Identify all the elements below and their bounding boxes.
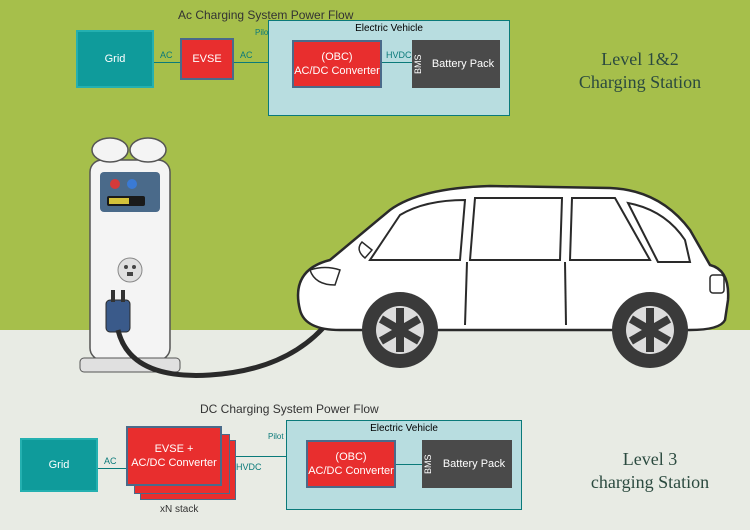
ev-car-icon xyxy=(270,170,740,390)
dc-evse-block: EVSE + AC/DC Converter xyxy=(126,426,222,486)
dc-grid-label: Grid xyxy=(49,458,70,472)
dc-battery-block: Battery Pack xyxy=(436,440,512,488)
level12-title-line1: Level 1&2 xyxy=(550,48,730,71)
dc-diagram-title: DC Charging System Power Flow xyxy=(200,402,379,416)
ac-obc-line1: (OBC) xyxy=(321,50,352,64)
dc-link-hvdc: HVDC xyxy=(236,462,262,472)
ac-line2 xyxy=(234,62,268,63)
ac-obc-block: (OBC) AC/DC Converter xyxy=(292,40,382,88)
dc-bms-label: BMS xyxy=(423,454,435,474)
ac-line3 xyxy=(382,62,412,63)
dc-link-ac: AC xyxy=(104,456,117,466)
ac-battery-block: Battery Pack xyxy=(426,40,500,88)
ac-bms-label: BMS xyxy=(413,54,425,74)
level3-title-line1: Level 3 xyxy=(560,448,740,471)
ac-evse-label: EVSE xyxy=(192,52,221,66)
level3-title-line2: charging Station xyxy=(560,471,740,494)
ac-link-ac1: AC xyxy=(160,50,173,60)
dc-bms-block: BMS xyxy=(422,440,436,488)
dc-grid-block: Grid xyxy=(20,438,98,492)
dc-obc-line2: AC/DC Converter xyxy=(308,464,394,478)
level12-title-line2: Charging Station xyxy=(550,71,730,94)
dc-obc-line1: (OBC) xyxy=(335,450,366,464)
ac-link-ac2: AC xyxy=(240,50,253,60)
dc-evse-line2: AC/DC Converter xyxy=(131,456,217,470)
ac-evse-block: EVSE xyxy=(180,38,234,80)
ac-obc-line2: AC/DC Converter xyxy=(294,64,380,78)
dc-obc-block: (OBC) AC/DC Converter xyxy=(306,440,396,488)
level3-title: Level 3 charging Station xyxy=(560,448,740,495)
ac-ev-label: Electric Vehicle xyxy=(269,23,509,34)
ac-grid-block: Grid xyxy=(76,30,154,88)
ac-battery-label: Battery Pack xyxy=(432,57,494,71)
dc-evse-line1: EVSE + xyxy=(155,442,194,456)
level12-title: Level 1&2 Charging Station xyxy=(550,48,730,95)
dc-ev-label: Electric Vehicle xyxy=(287,423,521,434)
ac-link-hvdc: HVDC xyxy=(386,50,412,60)
ac-line1 xyxy=(154,62,180,63)
ac-bms-block: BMS xyxy=(412,40,426,88)
dc-line1 xyxy=(98,468,126,469)
dc-line3 xyxy=(396,464,422,465)
ac-grid-label: Grid xyxy=(105,52,126,66)
dc-battery-label: Battery Pack xyxy=(443,457,505,471)
dc-line2 xyxy=(236,456,286,457)
dc-stack-label: xN stack xyxy=(160,504,198,515)
